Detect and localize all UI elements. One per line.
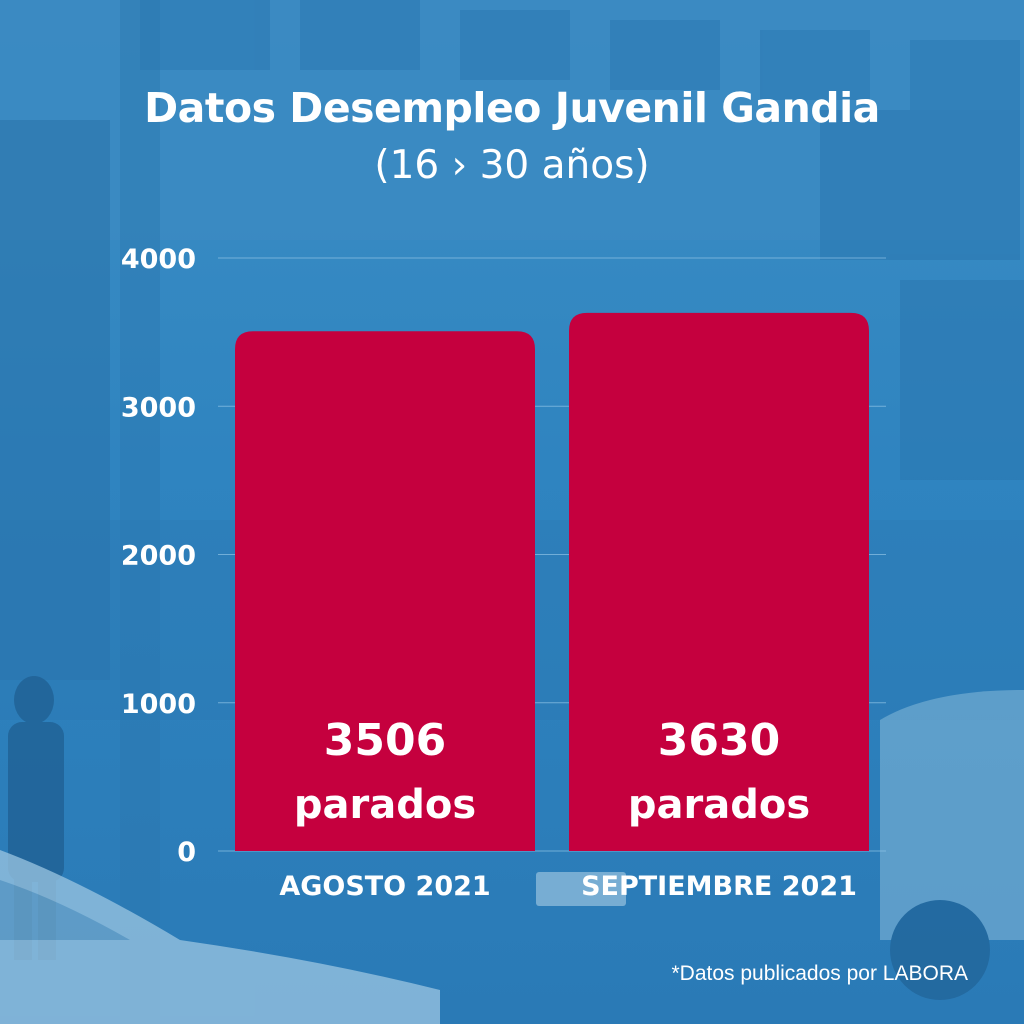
y-tick-label: 1000 xyxy=(121,689,196,720)
bar-value-label: 3630 xyxy=(658,715,780,766)
bar xyxy=(569,312,869,851)
x-category-label: AGOSTO 2021 xyxy=(279,871,490,902)
bar-value-label: 3506 xyxy=(324,715,446,766)
bar-unit-label: parados xyxy=(628,782,810,828)
x-category-label: SEPTIEMBRE 2021 xyxy=(581,871,857,902)
chart-title: Datos Desempleo Juvenil Gandia xyxy=(144,84,880,132)
y-tick-label: 0 xyxy=(177,837,196,868)
source-footnote: *Datos publicados por LABORA xyxy=(671,962,969,985)
y-tick-label: 4000 xyxy=(121,244,196,275)
y-tick-label: 2000 xyxy=(121,541,196,572)
y-tick-label: 3000 xyxy=(121,392,196,423)
chart-subtitle: (16 › 30 años) xyxy=(374,143,650,188)
bar xyxy=(235,331,535,852)
bar-unit-label: parados xyxy=(294,782,476,828)
